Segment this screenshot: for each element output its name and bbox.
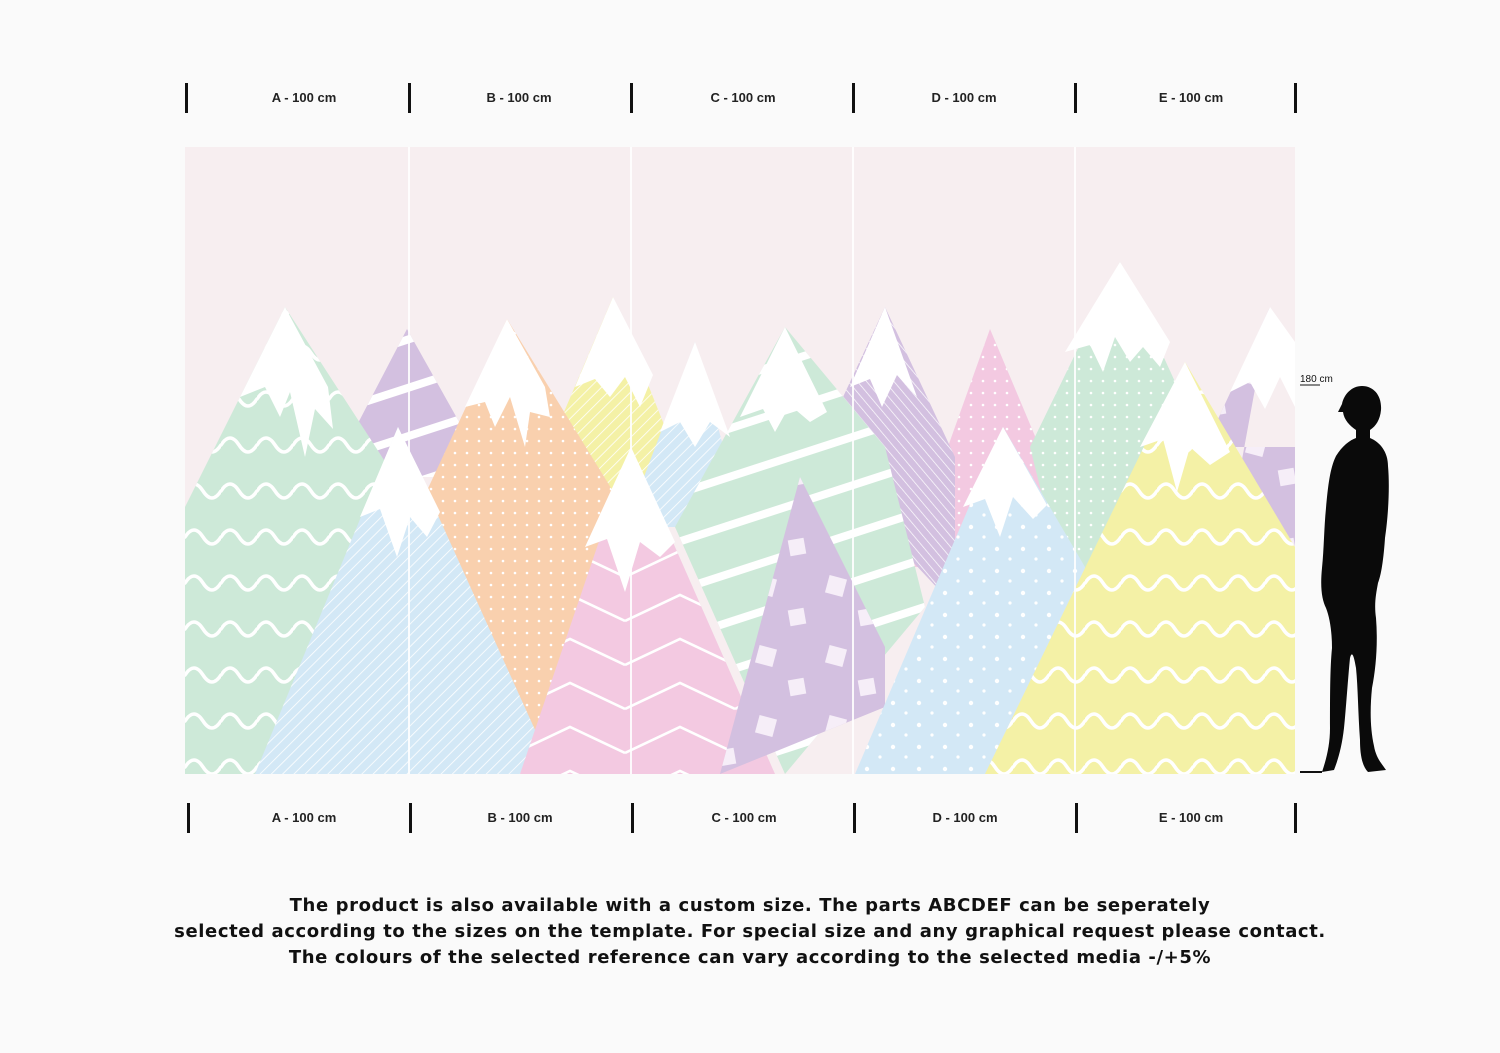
custom-size-notice: The product is also available with a cus… (289, 895, 1211, 916)
panel-c-label: C - 100 cm (710, 90, 776, 105)
ruler-tick (1294, 803, 1297, 833)
mountain-mural-image (185, 147, 1295, 774)
panel-d-label: D - 100 cm (932, 810, 998, 825)
panel-seams (408, 147, 1076, 774)
ruler-tick (852, 83, 855, 113)
ruler-tick (630, 83, 633, 113)
mountain-yellow-front (985, 362, 1295, 774)
contact-notice: selected according to the sizes on the t… (174, 921, 1326, 942)
panel-a-label: A - 100 cm (271, 810, 337, 825)
top-size-ruler: A - 100 cm B - 100 cm C - 100 cm D - 100… (185, 81, 1297, 115)
ruler-tick (1075, 803, 1078, 833)
panel-a-label: A - 100 cm (271, 90, 337, 105)
bottom-size-ruler: A - 100 cm B - 100 cm C - 100 cm D - 100… (185, 801, 1297, 835)
ruler-tick (853, 803, 856, 833)
panel-b-label: B - 100 cm (486, 90, 552, 105)
ruler-tick (1074, 83, 1077, 113)
ruler-tick (1294, 83, 1297, 113)
mountain-blue-left (255, 427, 555, 774)
ruler-tick (187, 803, 190, 833)
panel-e-label: E - 100 cm (1158, 810, 1224, 825)
mountain-pink-front (520, 447, 775, 774)
ruler-tick (185, 83, 188, 113)
panel-b-label: B - 100 cm (487, 810, 553, 825)
person-silhouette-icon: 180 cm (1300, 374, 1389, 773)
colour-variance-notice: The colours of the selected reference ca… (288, 947, 1212, 968)
panel-e-label: E - 100 cm (1158, 90, 1224, 105)
height-label: 180 cm (1300, 374, 1333, 385)
panel-c-label: C - 100 cm (711, 810, 777, 825)
panel-d-label: D - 100 cm (931, 90, 997, 105)
ruler-tick (408, 83, 411, 113)
ruler-tick (631, 803, 634, 833)
mountain-orange (410, 319, 635, 774)
ruler-tick (409, 803, 412, 833)
mountain-purple-front (720, 477, 885, 774)
